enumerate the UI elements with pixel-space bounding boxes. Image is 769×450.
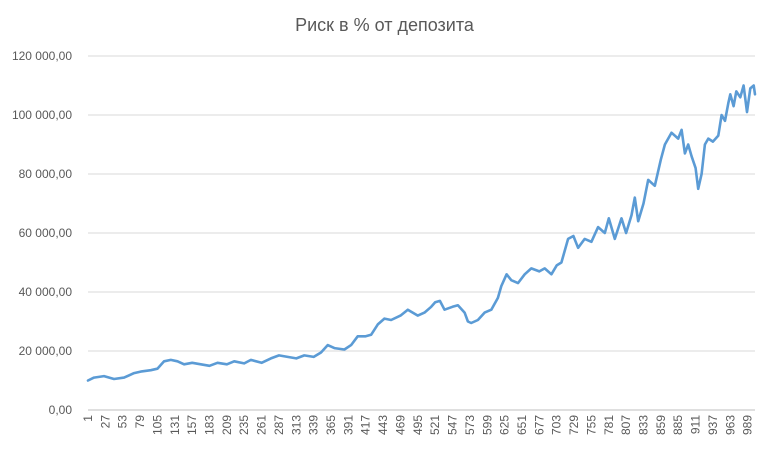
series-line: [86, 84, 757, 382]
x-tick-label: 209: [220, 415, 234, 435]
x-tick-label: 625: [498, 415, 512, 435]
x-tick-label: 469: [393, 415, 407, 435]
x-tick-label: 885: [671, 415, 685, 435]
x-tick-label: 105: [150, 415, 164, 435]
x-tick-label: 547: [446, 415, 460, 435]
y-tick-label: 20 000,00: [19, 344, 73, 358]
x-tick-label: 729: [567, 415, 581, 435]
x-tick-label: 79: [133, 415, 147, 429]
x-tick-label: 235: [237, 415, 251, 435]
y-tick-label: 100 000,00: [12, 108, 72, 122]
y-tick-label: 120 000,00: [12, 49, 72, 63]
x-tick-label: 339: [307, 415, 321, 435]
x-tick-label: 157: [185, 415, 199, 435]
y-tick-label: 60 000,00: [19, 226, 73, 240]
x-tick-label: 703: [550, 415, 564, 435]
series-layer: [86, 84, 757, 382]
x-tick-label: 27: [98, 415, 112, 429]
x-tick-label: 53: [116, 415, 130, 429]
x-tick-label: 989: [741, 415, 755, 435]
x-tick-label: 937: [706, 415, 720, 435]
y-axis-tick-labels: 0,00 20 000,00 40 000,00 60 000,00 80 000,00…: [12, 49, 72, 417]
x-tick-label: 183: [203, 415, 217, 435]
x-tick-label: 521: [428, 415, 442, 435]
x-tick-label: 833: [636, 415, 650, 435]
x-tick-label: 573: [463, 415, 477, 435]
x-axis-tick-labels: 1 27 53 79 105 131 157 183 209 235 261 287 313 339 365…: [81, 415, 755, 435]
x-tick-label: 677: [532, 415, 546, 435]
y-tick-label: 0,00: [49, 403, 73, 417]
x-tick-label: 755: [584, 415, 598, 435]
x-tick-label: 651: [515, 415, 529, 435]
x-tick-label: 417: [359, 415, 373, 435]
x-tick-label: 391: [341, 415, 355, 435]
x-tick-label: 287: [272, 415, 286, 435]
y-tick-label: 80 000,00: [19, 167, 73, 181]
x-tick-label: 859: [654, 415, 668, 435]
x-tick-label: 495: [411, 415, 425, 435]
gridlines: [88, 55, 755, 352]
x-tick-label: 963: [723, 415, 737, 435]
x-tick-label: 261: [255, 415, 269, 435]
x-tick-label: 807: [619, 415, 633, 435]
y-tick-label: 40 000,00: [19, 285, 73, 299]
x-tick-label: 911: [689, 415, 703, 434]
chart-title: Риск в % от депозита: [295, 15, 475, 35]
x-tick-label: 781: [602, 415, 616, 435]
x-tick-label: 1: [81, 415, 95, 422]
x-tick-label: 313: [289, 415, 303, 435]
x-tick-label: 131: [168, 415, 182, 435]
x-tick-label: 443: [376, 415, 390, 435]
x-tick-label: 599: [480, 415, 494, 435]
x-tick-label: 365: [324, 415, 338, 435]
